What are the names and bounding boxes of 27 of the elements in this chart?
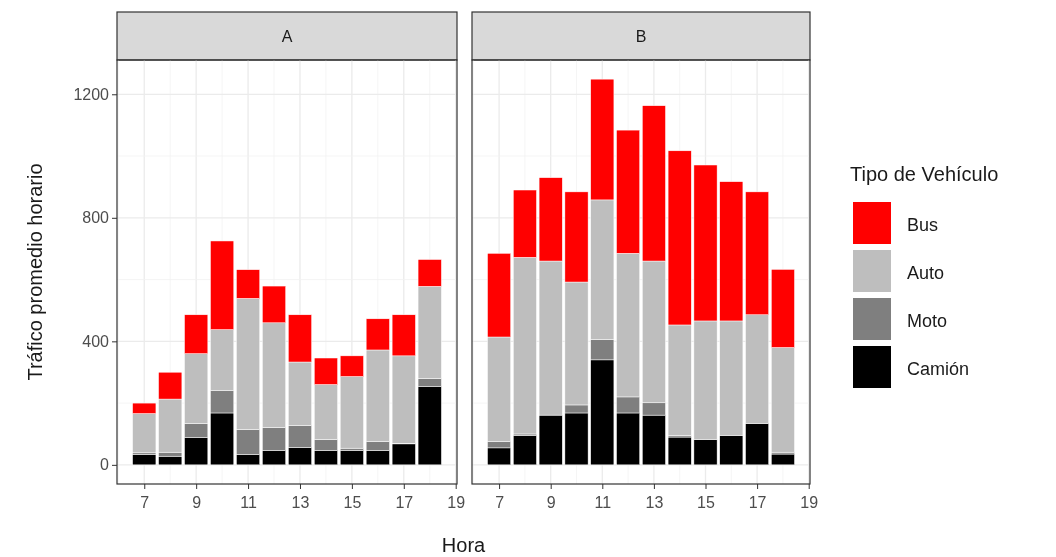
x-tick-label: 17	[395, 494, 414, 511]
y-tick-label: 1200	[73, 85, 110, 103]
chart-title: B	[635, 28, 647, 45]
x-tick-label: 13	[645, 494, 664, 511]
y-tick-label: 800	[82, 209, 110, 227]
x-tick-label: 15	[343, 494, 362, 511]
x-axis-title: Hora	[441, 534, 487, 556]
x-tick-label: 19	[447, 494, 466, 511]
x-tick-label: 15	[697, 494, 715, 511]
x-tick-label: 7	[495, 494, 505, 511]
x-tick-label: 13	[291, 494, 310, 511]
x-tick-label: 7	[140, 494, 150, 511]
x-tick-label: 17	[748, 494, 767, 511]
legend-label: Moto	[907, 311, 948, 331]
x-tick-label: 9	[546, 494, 556, 511]
legend-title: Tipo de Vehículo	[850, 163, 999, 185]
x-tick-label: 9	[192, 494, 202, 511]
legend-label: Auto	[907, 263, 945, 283]
y-tick-label: 400	[82, 332, 110, 350]
y-axis-title: Tráfico promedio horario	[24, 163, 46, 381]
legend-label: Camión	[907, 359, 970, 379]
y-tick-label: 0	[100, 456, 110, 474]
x-tick-label: 11	[594, 494, 612, 511]
x-tick-label: 11	[240, 494, 257, 511]
legend-label: Bus	[907, 215, 939, 235]
chart-title: A	[281, 28, 293, 45]
x-tick-label: 19	[800, 494, 819, 511]
